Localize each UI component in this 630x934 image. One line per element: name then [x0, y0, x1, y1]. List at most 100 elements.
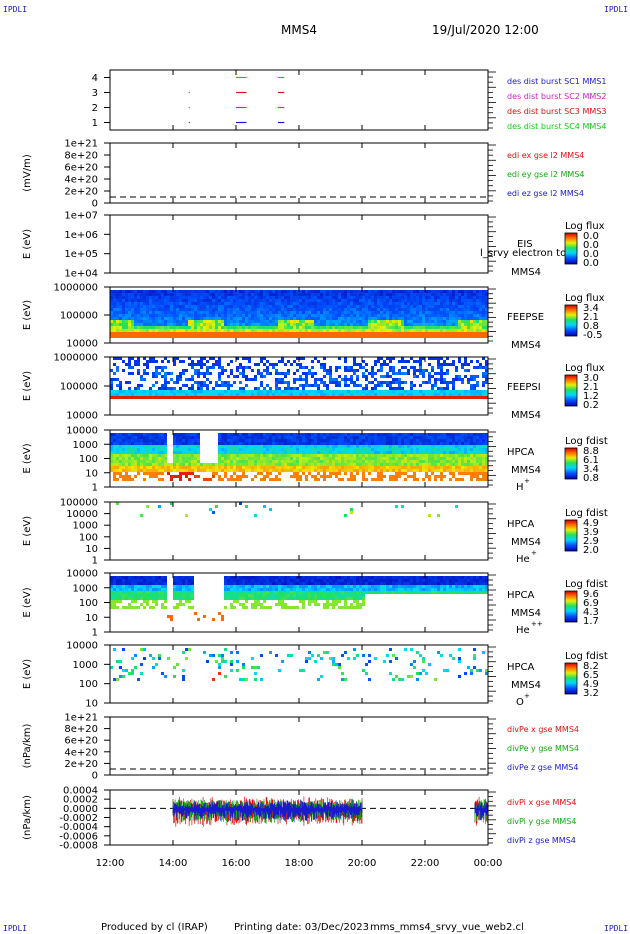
heatmap-cell: [365, 311, 368, 314]
heatmap-cell: [482, 454, 485, 457]
heatmap-cell: [131, 396, 134, 399]
heatmap-cell: [260, 375, 263, 378]
heatmap-cell: [335, 369, 338, 372]
heatmap-cell: [221, 448, 224, 451]
heatmap-cell: [395, 293, 398, 296]
heatmap-cell: [377, 469, 380, 472]
heatmap-cell: [281, 320, 284, 323]
heatmap-cell: [251, 369, 254, 372]
heatmap-cell: [347, 329, 350, 332]
heatmap-cell: [314, 335, 317, 338]
heatmap-cell: [482, 314, 485, 317]
heatmap-cell: [377, 335, 380, 338]
heatmap-cell: [356, 305, 359, 308]
heatmap-cell: [410, 448, 413, 451]
heatmap-cell: [422, 311, 425, 314]
heatmap-cell: [419, 448, 422, 451]
heatmap-cell: [347, 384, 350, 387]
heatmap-cell: [350, 378, 353, 381]
heatmap-cell: [260, 293, 263, 296]
heatmap-cell: [146, 436, 149, 439]
heatmap-cell: [437, 436, 440, 439]
heatmap-cell: [308, 335, 311, 338]
heatmap-cell: [380, 369, 383, 372]
heatmap-cell: [395, 396, 398, 399]
heatmap-cell: [197, 445, 200, 448]
heatmap-cell: [188, 460, 191, 463]
heatmap-cell: [278, 390, 281, 393]
heatmap-cell: [278, 451, 281, 454]
heatmap-cell: [179, 475, 182, 478]
heatmap-cell: [338, 366, 341, 369]
heatmap-cell: [113, 442, 116, 445]
heatmap-cell: [209, 293, 212, 296]
heatmap-cell: [389, 445, 392, 448]
heatmap-cell: [278, 454, 281, 457]
heatmap-cell: [317, 378, 320, 381]
heatmap-cell: [317, 296, 320, 299]
heatmap-cell: [206, 317, 209, 320]
heatmap-cell: [455, 311, 458, 314]
heatmap-cell: [116, 335, 119, 338]
heatmap-cell: [374, 293, 377, 296]
heatmap-cell: [299, 442, 302, 445]
heatmap-cell: [425, 451, 428, 454]
colorbar-tick-label: 6.1: [583, 455, 599, 466]
heatmap-cell: [206, 320, 209, 323]
heatmap-cell: [125, 445, 128, 448]
heatmap-cell: [206, 372, 209, 375]
heatmap-cell: [338, 448, 341, 451]
heatmap-cell: [434, 357, 437, 360]
heatmap-cell: [275, 293, 278, 296]
heatmap-cell: [173, 363, 176, 366]
heatmap-cell: [110, 442, 113, 445]
heatmap-cell: [146, 323, 149, 326]
heatmap-cell: [350, 375, 353, 378]
heatmap-cell: [266, 311, 269, 314]
heatmap-cell: [272, 478, 275, 481]
heatmap-cell: [299, 357, 302, 360]
heatmap-cell: [218, 302, 221, 305]
heatmap-cell: [392, 387, 395, 390]
heatmap-cell: [440, 466, 443, 469]
heatmap-cell: [428, 363, 431, 366]
heatmap-cell: [425, 445, 428, 448]
heatmap-cell: [353, 357, 356, 360]
heatmap-cell: [200, 384, 203, 387]
heatmap-cell: [329, 475, 332, 478]
heatmap-cell: [113, 372, 116, 375]
colorbar-tick-label: -0.5: [583, 330, 603, 341]
heatmap-cell: [407, 454, 410, 457]
heatmap-cell: [275, 384, 278, 387]
corner-label-br: IPDLI: [604, 924, 628, 933]
heatmap-cell: [374, 457, 377, 460]
heatmap-cell: [125, 305, 128, 308]
heatmap-cell: [251, 323, 254, 326]
heatmap-cell: [389, 475, 392, 478]
heatmap-cell: [293, 454, 296, 457]
heatmap-cell: [173, 293, 176, 296]
heatmap-cell: [458, 393, 461, 396]
heatmap-cell: [461, 463, 464, 466]
heatmap-cell: [269, 290, 272, 293]
heatmap-cell: [179, 320, 182, 323]
heatmap-cell: [176, 454, 179, 457]
heatmap-cell: [218, 463, 221, 466]
heatmap-cell: [467, 466, 470, 469]
heatmap-cell: [284, 363, 287, 366]
heatmap-cell: [398, 332, 401, 335]
heatmap-cell: [137, 317, 140, 320]
heatmap-cell: [362, 478, 365, 481]
heatmap-cell: [344, 293, 347, 296]
heatmap-cell: [122, 390, 125, 393]
heatmap-cell: [152, 357, 155, 360]
heatmap-cell: [278, 448, 281, 451]
heatmap-cell: [434, 396, 437, 399]
heatmap-cell: [293, 472, 296, 475]
heatmap-cell: [467, 457, 470, 460]
heatmap-cell: [197, 448, 200, 451]
heatmap-cell: [398, 454, 401, 457]
heatmap-cell: [293, 396, 296, 399]
heatmap-cell: [242, 305, 245, 308]
heatmap-cell: [392, 335, 395, 338]
